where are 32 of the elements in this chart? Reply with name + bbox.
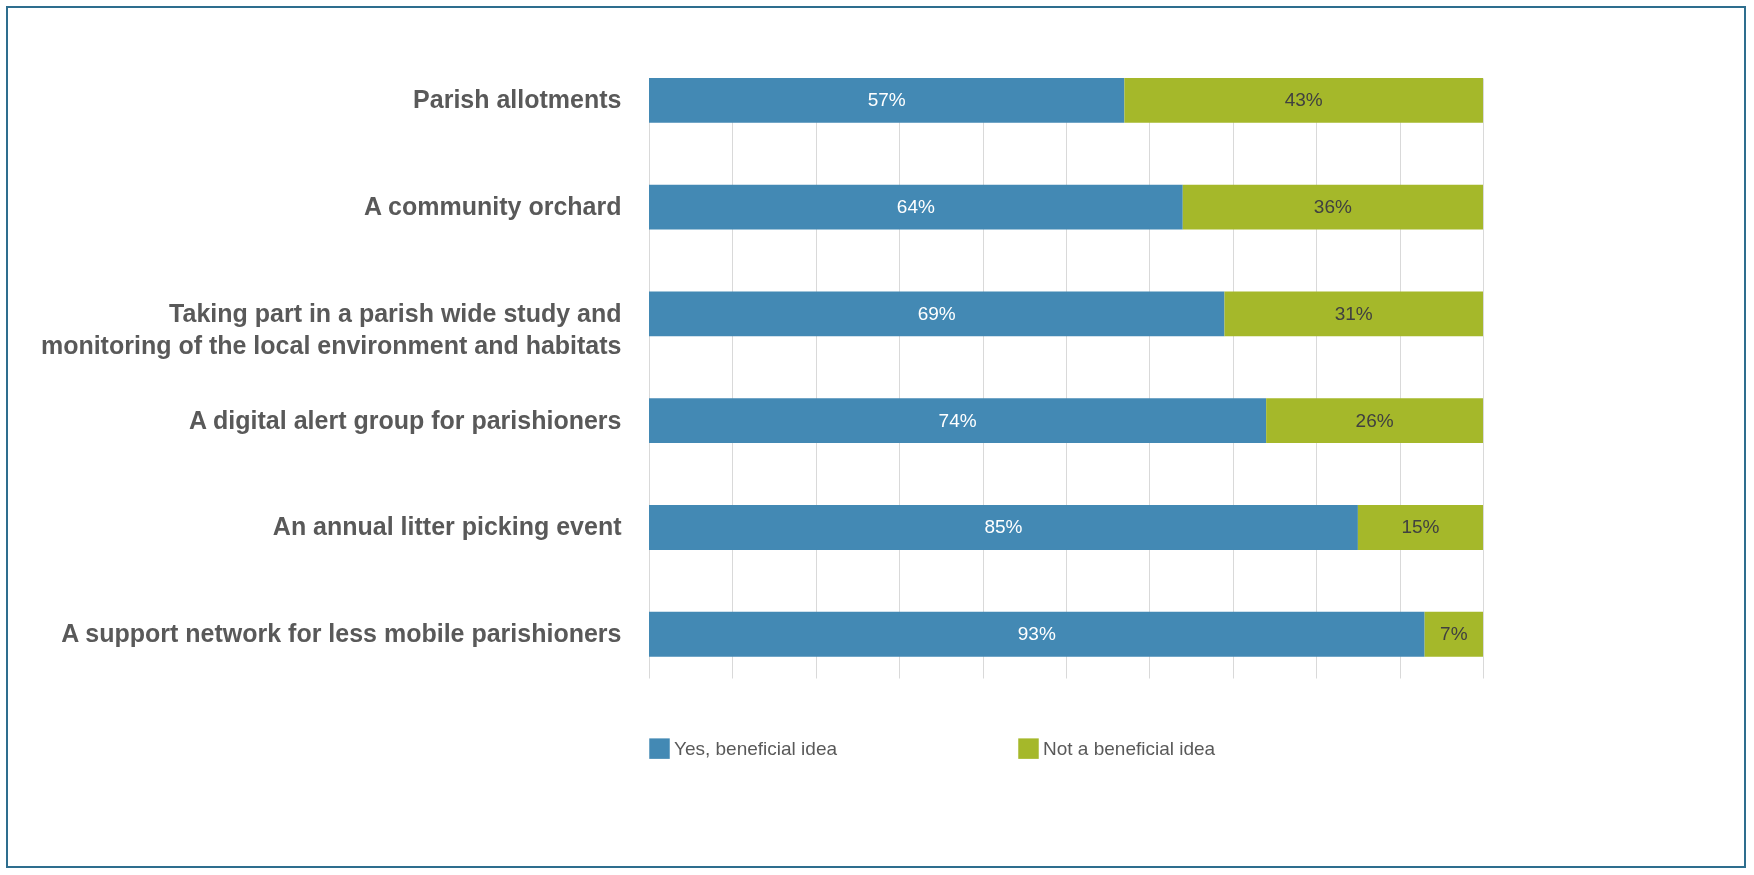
bar — [1224, 291, 1483, 337]
data-label: 69% — [917, 302, 956, 324]
bar — [649, 291, 1225, 337]
legend-label: Not a beneficial idea — [1043, 737, 1216, 759]
y-tick-label: A digital alert group for parishioners — [189, 405, 622, 434]
bar — [1124, 78, 1483, 123]
bar — [649, 505, 1358, 550]
bar — [1266, 398, 1483, 444]
y-tick-label: An annual litter picking event — [272, 512, 623, 541]
bar — [649, 184, 1183, 230]
y-tick-label: A support network for less mobile parishioners — [61, 619, 622, 648]
data-label: 43% — [1284, 89, 1323, 111]
data-label: 7% — [1440, 623, 1468, 645]
data-label: 57% — [867, 89, 906, 111]
data-label: 36% — [1313, 196, 1352, 218]
data-label: 74% — [938, 409, 977, 431]
y-tick-label: A community orchard — [364, 192, 622, 221]
y-tick-label: Parish allotments — [413, 85, 622, 114]
bar — [649, 78, 1125, 123]
data-label: 64% — [896, 196, 935, 218]
data-label: 15% — [1401, 516, 1440, 538]
data-label: 31% — [1334, 302, 1373, 324]
bar — [649, 611, 1425, 657]
legend-label: Yes, beneficial idea — [674, 737, 838, 759]
data-label: 93% — [1017, 623, 1056, 645]
bar — [1182, 184, 1483, 230]
bar — [1424, 611, 1483, 657]
bar — [649, 398, 1267, 444]
bar — [1357, 505, 1483, 550]
data-label: 26% — [1355, 409, 1394, 431]
y-tick-label: Taking part in a parish wide study and monitoring of the local environment and habitats — [40, 298, 622, 359]
data-label: 85% — [984, 516, 1023, 538]
